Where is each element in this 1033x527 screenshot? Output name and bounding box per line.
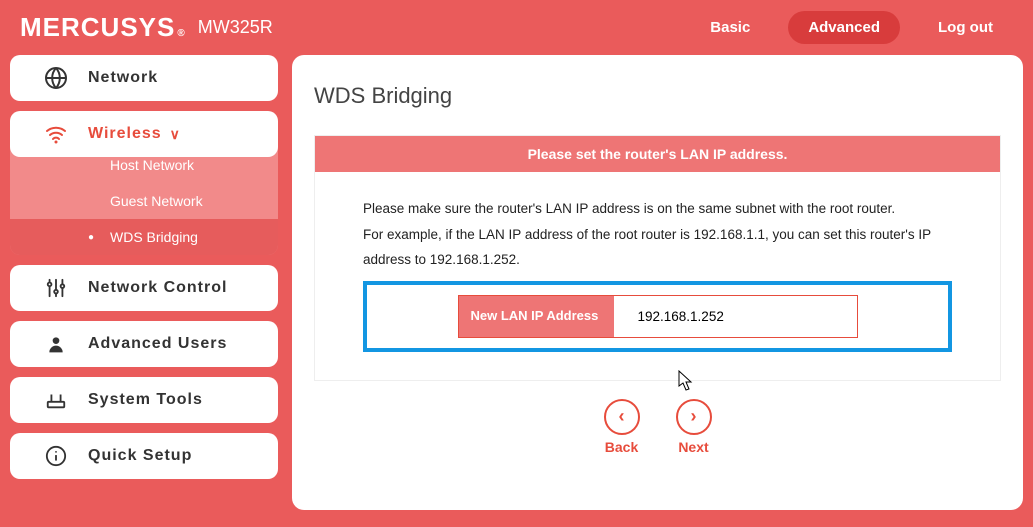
sidebar-item-label: Wireless	[88, 125, 162, 143]
user-icon	[44, 332, 68, 356]
sidebar-item-system-tools[interactable]: System Tools	[10, 377, 278, 423]
globe-icon	[44, 66, 68, 90]
sidebar-item-advanced-users[interactable]: Advanced Users	[10, 321, 278, 367]
info-icon	[44, 444, 68, 468]
sidebar-item-network-control[interactable]: Network Control	[10, 265, 278, 311]
instruction-text-2: For example, if the LAN IP address of th…	[363, 222, 952, 273]
subnav-wds-bridging[interactable]: WDS Bridging	[10, 219, 278, 255]
sidebar-item-quick-setup[interactable]: Quick Setup	[10, 433, 278, 479]
lan-ip-input[interactable]	[614, 296, 857, 337]
wireless-submenu: Host Network Guest Network WDS Bridging	[10, 147, 278, 255]
chevron-left-icon: ‹	[604, 399, 640, 435]
sidebar-item-network[interactable]: Network	[10, 55, 278, 101]
sidebar-item-label: Network Control	[88, 279, 227, 297]
instruction-text-1: Please make sure the router's LAN IP add…	[363, 196, 952, 222]
sidebar: Network Wireless ∨ Host Network Guest Ne…	[10, 55, 278, 510]
chevron-right-icon: ›	[676, 399, 712, 435]
next-button[interactable]: › Next	[676, 399, 712, 455]
config-panel: Please set the router's LAN IP address. …	[314, 135, 1001, 381]
back-button[interactable]: ‹ Back	[604, 399, 640, 455]
sidebar-item-label: Advanced Users	[88, 335, 227, 353]
subnav-guest-network[interactable]: Guest Network	[10, 183, 278, 219]
highlight-box: New LAN IP Address	[363, 281, 952, 352]
panel-banner: Please set the router's LAN IP address.	[315, 136, 1000, 172]
model-label: MW325R	[198, 17, 273, 38]
sliders-icon	[44, 276, 68, 300]
sidebar-item-label: Quick Setup	[88, 447, 192, 465]
brand-logo: MERCUSYS®	[20, 12, 186, 43]
ip-field-label: New LAN IP Address	[459, 296, 614, 337]
back-label: Back	[605, 439, 638, 455]
subnav-host-network[interactable]: Host Network	[10, 147, 278, 183]
router-icon	[44, 388, 68, 412]
content-card: WDS Bridging Please set the router's LAN…	[292, 55, 1023, 510]
sidebar-item-label: Network	[88, 69, 158, 87]
wizard-nav: ‹ Back › Next	[314, 399, 1001, 455]
panel-body: Please make sure the router's LAN IP add…	[315, 172, 1000, 380]
tab-logout[interactable]: Log out	[918, 11, 1013, 44]
page-title: WDS Bridging	[314, 83, 1001, 109]
header: MERCUSYS® MW325R Basic Advanced Log out	[0, 0, 1033, 55]
sidebar-item-label: System Tools	[88, 391, 203, 409]
wifi-icon	[44, 122, 68, 146]
header-tabs: Basic Advanced Log out	[690, 11, 1013, 44]
next-label: Next	[678, 439, 708, 455]
chevron-down-icon: ∨	[170, 126, 181, 143]
tab-basic[interactable]: Basic	[690, 11, 770, 44]
ip-field-row: New LAN IP Address	[458, 295, 858, 338]
tab-advanced[interactable]: Advanced	[788, 11, 900, 44]
